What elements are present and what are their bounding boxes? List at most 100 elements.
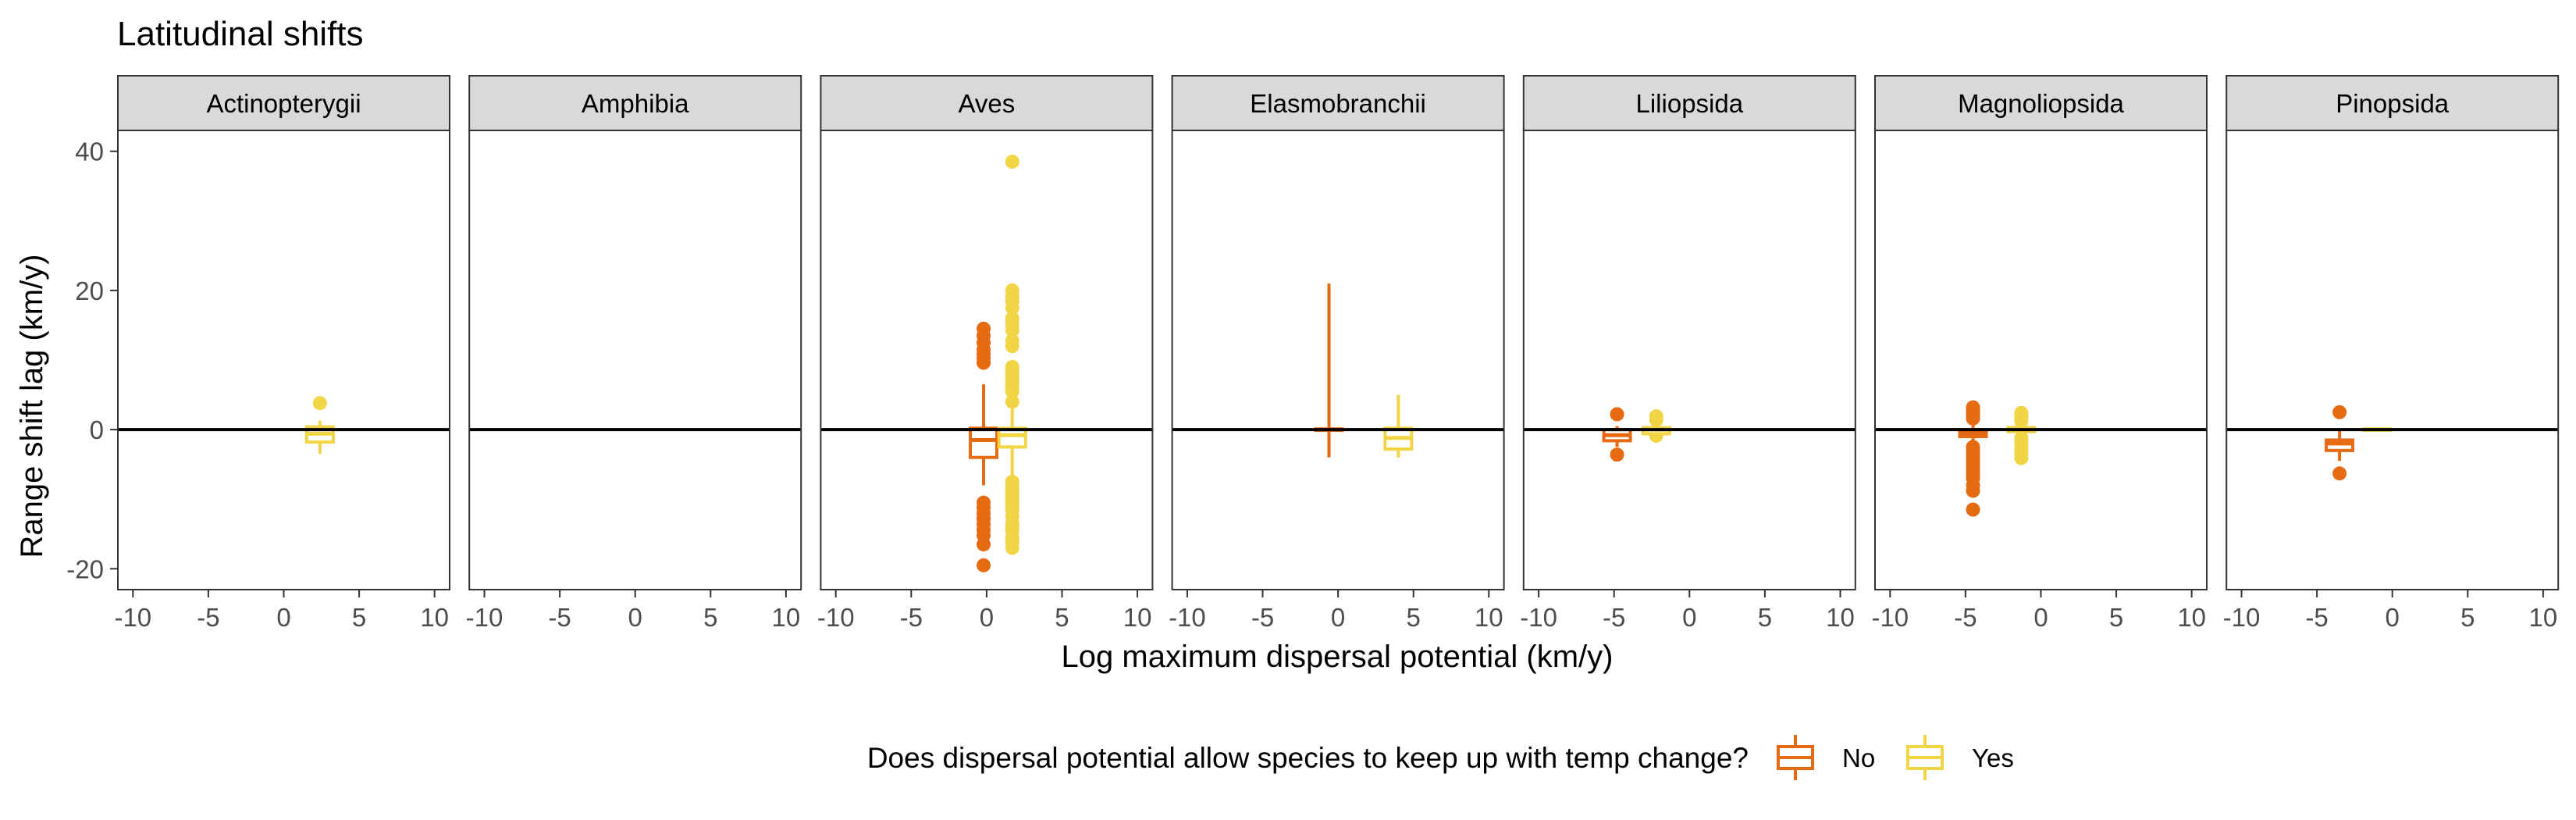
- legend-label: Yes: [1972, 743, 2014, 772]
- facet-strip: [820, 75, 1154, 131]
- outlier-point: [1649, 412, 1663, 427]
- y-tick-label: -20: [66, 554, 104, 583]
- x-tick-label: 5: [1758, 603, 1772, 632]
- x-tick-label: -10: [1520, 603, 1557, 632]
- facet-label: Aves: [959, 89, 1016, 118]
- facet-strip: [2226, 75, 2560, 131]
- x-tick-label: 5: [352, 603, 366, 632]
- x-tick-label: 0: [628, 603, 642, 632]
- panel-background: [1523, 130, 1856, 590]
- panel-background: [118, 130, 450, 590]
- x-tick-label: 0: [1682, 603, 1696, 632]
- x-tick-label: -10: [1169, 603, 1206, 632]
- y-axis-title: Range shift lag (km/y): [15, 254, 49, 558]
- facet-label: Liliopsida: [1636, 89, 1744, 118]
- outlier-point: [977, 355, 991, 370]
- panel-aves: Aves -10 -5 0 5 10: [817, 75, 1154, 632]
- box-no: [1958, 400, 1988, 517]
- box-no: [969, 321, 999, 572]
- outlier-point: [1005, 323, 1019, 337]
- x-tick-label: 5: [1407, 603, 1421, 632]
- outlier-point: [1005, 339, 1019, 354]
- outlier-point: [1966, 502, 1980, 517]
- panel-background: [1875, 130, 2207, 590]
- x-tick-label: -5: [900, 603, 923, 632]
- x-tick-label: -5: [1954, 603, 1976, 632]
- y-tick-label: 20: [75, 276, 104, 305]
- panels: Actinopterygii -10 -5 0 5 10 -20 0 20 40 Amphibia -…: [66, 75, 2560, 632]
- facet-label: Actinopterygii: [206, 89, 361, 118]
- x-tick-label: -5: [197, 603, 219, 632]
- facet-label: Elasmobranchii: [1250, 89, 1426, 118]
- facet-strip: [468, 75, 802, 131]
- facet-label: Amphibia: [582, 89, 689, 118]
- x-axis-title: Log maximum dispersal potential (km/y): [1062, 640, 1614, 674]
- x-tick-label: -10: [466, 603, 503, 632]
- facet-strip: [1171, 75, 1505, 131]
- outlier-point: [1966, 483, 1980, 498]
- legend-label: No: [1842, 743, 1875, 772]
- panel-amphibia: Amphibia -10 -5 0 5 10: [466, 75, 802, 632]
- x-tick-label: -5: [2305, 603, 2328, 632]
- x-tick-label: 0: [1331, 603, 1345, 632]
- outlier-point: [1005, 394, 1019, 409]
- legend-title: Does dispersal potential allow species t…: [867, 742, 1749, 774]
- outlier-point: [977, 558, 991, 572]
- legend-keys: No Yes: [1777, 735, 2014, 780]
- x-tick-label: -10: [1871, 603, 1909, 632]
- y-tick-label: 0: [90, 415, 104, 444]
- x-tick-label: -10: [817, 603, 855, 632]
- outlier-point: [2014, 414, 2029, 429]
- box-yes: [1383, 394, 1414, 458]
- chart-title: Latitudinal shifts: [117, 15, 364, 53]
- box-iqr: [969, 426, 999, 459]
- outlier-point: [1610, 407, 1624, 422]
- x-tick-label: 5: [703, 603, 717, 632]
- facet-strip: [1874, 75, 2208, 131]
- panel-pinopsida: Pinopsida -10 -5 0 5 10: [2223, 75, 2560, 632]
- x-tick-label: 10: [1826, 603, 1855, 632]
- x-tick-label: 5: [2109, 603, 2123, 632]
- x-tick-label: 0: [2033, 603, 2048, 632]
- facet-label: Pinopsida: [2336, 89, 2450, 118]
- x-tick-label: -10: [2223, 603, 2261, 632]
- panel-elasmobranchii: Elasmobranchii -10 -5 0 5 10: [1169, 75, 1505, 632]
- panel-liliopsida: Liliopsida -10 -5 0 5 10: [1520, 75, 1856, 632]
- x-tick-label: -5: [1603, 603, 1625, 632]
- outlier-point: [1005, 384, 1019, 399]
- outlier-point: [1610, 447, 1624, 462]
- x-tick-label: 0: [276, 603, 290, 632]
- box-no: [1602, 407, 1632, 462]
- facet-label: Magnoliopsida: [1958, 89, 2124, 118]
- facet-strip: [1522, 75, 1856, 131]
- panel-background: [1172, 130, 1504, 590]
- x-tick-label: 10: [1475, 603, 1503, 632]
- outlier-point: [312, 396, 327, 411]
- x-tick-label: 10: [2529, 603, 2558, 632]
- x-tick-label: 5: [2460, 603, 2475, 632]
- outlier-point: [1005, 155, 1019, 169]
- box-yes: [2006, 405, 2037, 465]
- box-yes: [997, 155, 1027, 555]
- x-tick-label: 0: [2386, 603, 2400, 632]
- x-tick-label: -5: [1251, 603, 1274, 632]
- legend-key-yes: Yes: [1906, 735, 2014, 780]
- x-tick-label: 0: [980, 603, 994, 632]
- x-tick-label: 5: [1055, 603, 1069, 632]
- outlier-point: [2014, 451, 2029, 465]
- x-tick-label: 10: [420, 603, 449, 632]
- panel-magnoliopsida: Magnoliopsida -10 -5 0 5 10: [1871, 75, 2208, 632]
- outlier-point: [977, 537, 991, 552]
- panel-background: [469, 130, 802, 590]
- x-tick-label: 10: [1123, 603, 1152, 632]
- outlier-point: [2332, 466, 2347, 481]
- facet-strip: [117, 75, 450, 131]
- x-tick-label: -5: [548, 603, 571, 632]
- panel-background: [2226, 130, 2559, 590]
- legend: Does dispersal potential allow species t…: [867, 735, 2014, 780]
- outlier-point: [1005, 301, 1019, 316]
- x-tick-label: 10: [772, 603, 801, 632]
- outlier-point: [1005, 540, 1019, 555]
- legend-key-no: No: [1777, 735, 1875, 780]
